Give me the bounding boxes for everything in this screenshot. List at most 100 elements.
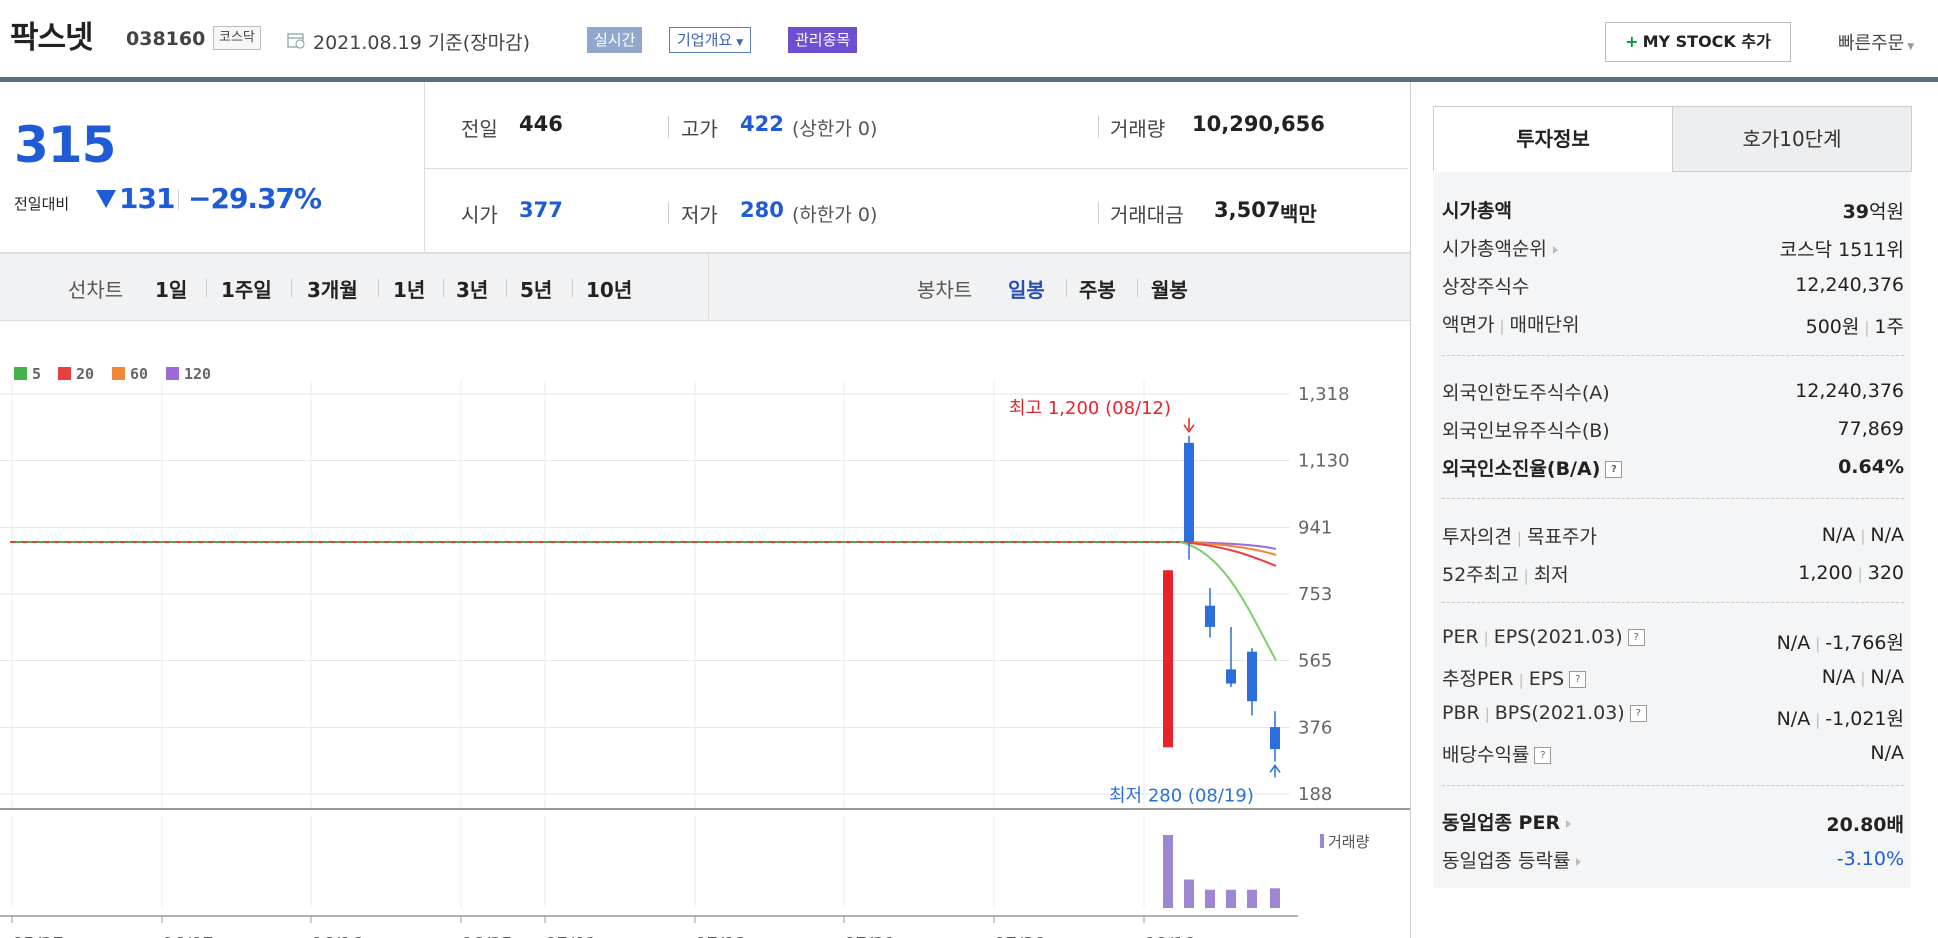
caret-right-icon xyxy=(1576,857,1582,866)
line-chart-label: 선차트 xyxy=(68,278,124,302)
x-tick-label: 06/07 xyxy=(162,934,214,938)
candle-body xyxy=(1163,570,1173,748)
price-chart[interactable]: 1,318 1,130 941 753 565 376 188 05/27 06/07 06/16… xyxy=(0,360,1410,938)
listed-shares-label: 상장주식수 xyxy=(1442,276,1530,298)
foreign-limit-label: 외국인한도주식수(A) xyxy=(1442,382,1610,404)
sector-per-label: 동일업종 PER xyxy=(1442,812,1561,834)
market-cap-rank-label: 시가총액순위 xyxy=(1442,238,1547,260)
legend-label: 60 xyxy=(130,365,148,383)
volume-label: 거래량 xyxy=(1110,117,1166,141)
managed-stock-badge[interactable]: 관리종목 xyxy=(788,27,858,53)
add-my-stock-label: MY STOCK 추가 xyxy=(1642,32,1771,51)
period-5y[interactable]: 5년 xyxy=(520,278,553,302)
opinion-value: N/A | N/A xyxy=(1821,524,1904,546)
legend-swatch xyxy=(166,367,179,380)
sector-rate-label: 동일업종 등락률 xyxy=(1442,850,1571,872)
divider xyxy=(1137,279,1138,297)
period-3m[interactable]: 3개월 xyxy=(307,278,358,302)
divider xyxy=(506,279,507,297)
divider xyxy=(668,202,669,224)
y-tick-label: 941 xyxy=(1298,517,1332,538)
stock-code: 038160 xyxy=(126,28,206,50)
dividend-value: N/A xyxy=(1870,742,1904,764)
low-label: 저가 xyxy=(681,203,718,227)
per-eps-label: PER | EPS(2021.03)? xyxy=(1442,626,1645,648)
y-tick-label: 1,318 xyxy=(1298,384,1350,405)
pbr-bps-value: N/A | -1,021원 xyxy=(1776,708,1904,730)
foreign-rate-value: 0.64% xyxy=(1838,456,1904,478)
base-date: 2021.08.19 기준(장마감) xyxy=(313,32,531,54)
market-cap-rank-link[interactable]: 시가총액순위 xyxy=(1442,234,1558,261)
x-tick-label: 08/10 xyxy=(1144,934,1196,938)
volume-bar xyxy=(1205,889,1215,908)
prev-close-label: 전일 xyxy=(461,117,498,141)
add-my-stock-button[interactable]: + MY STOCK 추가 xyxy=(1605,22,1791,62)
high-arrow-head xyxy=(1183,424,1195,434)
tab-orderbook-10[interactable]: 호가10단계 xyxy=(1672,106,1912,172)
down-arrow-icon xyxy=(96,190,116,208)
listed-shares-value: 12,240,376 xyxy=(1795,274,1904,296)
volume-value: 10,290,656 xyxy=(1192,112,1325,136)
market-cap-label: 시가총액 xyxy=(1442,200,1512,222)
period-1y[interactable]: 1년 xyxy=(393,278,426,302)
sector-per-value: 20.80배 xyxy=(1826,814,1904,836)
legend-swatch xyxy=(58,367,71,380)
candle-weekly[interactable]: 주봉 xyxy=(1079,278,1116,302)
legend-swatch xyxy=(112,367,125,380)
legend-label: 20 xyxy=(76,365,94,383)
divider xyxy=(1098,202,1099,224)
help-icon[interactable]: ? xyxy=(1627,629,1645,646)
divider xyxy=(425,252,1410,253)
caret-right-icon xyxy=(1566,819,1572,828)
sector-per-link[interactable]: 동일업종 PER xyxy=(1442,808,1572,835)
per-eps-value: N/A | -1,766원 xyxy=(1776,632,1904,654)
ma5-tail xyxy=(1179,540,1277,662)
help-icon[interactable]: ? xyxy=(1569,671,1587,688)
volume-bar xyxy=(1226,889,1236,908)
y-tick-label: 1,130 xyxy=(1298,451,1350,472)
divider xyxy=(1442,602,1904,603)
foreign-hold-value: 77,869 xyxy=(1837,418,1904,440)
sector-rate-link[interactable]: 동일업종 등락률 xyxy=(1442,846,1582,873)
trade-amount-label: 거래대금 xyxy=(1110,203,1184,227)
est-per-eps-value: N/A | N/A xyxy=(1821,666,1904,688)
divider xyxy=(1442,498,1904,499)
candle-daily[interactable]: 일봉 xyxy=(1008,278,1045,302)
period-1w[interactable]: 1주일 xyxy=(221,278,272,302)
divider xyxy=(572,279,573,297)
opinion-label: 투자의견 | 목표주가 xyxy=(1442,526,1597,548)
divider xyxy=(206,279,207,297)
foreign-rate-label: 외국인소진율(B/A)? xyxy=(1442,454,1623,481)
help-icon[interactable]: ? xyxy=(1605,461,1623,478)
foreign-hold-label: 외국인보유주식수(B) xyxy=(1442,420,1610,442)
chevron-down-icon: ▼ xyxy=(1907,42,1915,52)
divider xyxy=(291,279,292,297)
ma20-tail xyxy=(1179,540,1277,567)
help-icon[interactable]: ? xyxy=(1534,747,1552,764)
lower-limit-count: (하한가 0) xyxy=(792,204,878,226)
face-value-value: 500원 | 1주 xyxy=(1805,316,1904,338)
quick-order-dropdown[interactable]: 빠른주문 ▼ xyxy=(1838,29,1914,55)
divider xyxy=(1442,785,1904,786)
realtime-button[interactable]: 실시간 xyxy=(587,27,643,53)
low-annotation: 최저 280 (08/19) xyxy=(1109,785,1254,806)
dividend-label: 배당수익률? xyxy=(1442,740,1552,767)
divider xyxy=(378,279,379,297)
tab-invest-info[interactable]: 투자정보 xyxy=(1433,106,1673,171)
market-cap-value: 39억원 xyxy=(1842,201,1904,223)
period-10y[interactable]: 10년 xyxy=(586,278,633,302)
trade-amount-value: 3,507 xyxy=(1214,198,1281,222)
market-cap-rank-value: 코스닥 1511위 xyxy=(1779,239,1904,261)
period-3y[interactable]: 3년 xyxy=(456,278,489,302)
divider xyxy=(178,190,179,210)
face-value-label: 액면가 | 매매단위 xyxy=(1442,314,1580,336)
candle-monthly[interactable]: 월봉 xyxy=(1151,278,1188,302)
low-value: 280 xyxy=(740,198,784,222)
legend-swatch xyxy=(14,367,27,380)
company-overview-dropdown[interactable]: 기업개요 ▼ xyxy=(669,27,752,53)
x-tick-label: 07/21 xyxy=(844,934,896,938)
help-icon[interactable]: ? xyxy=(1629,705,1647,722)
volume-bar xyxy=(1270,888,1280,908)
est-per-eps-label: 추정PER | EPS? xyxy=(1442,664,1587,691)
period-1d[interactable]: 1일 xyxy=(155,278,188,302)
